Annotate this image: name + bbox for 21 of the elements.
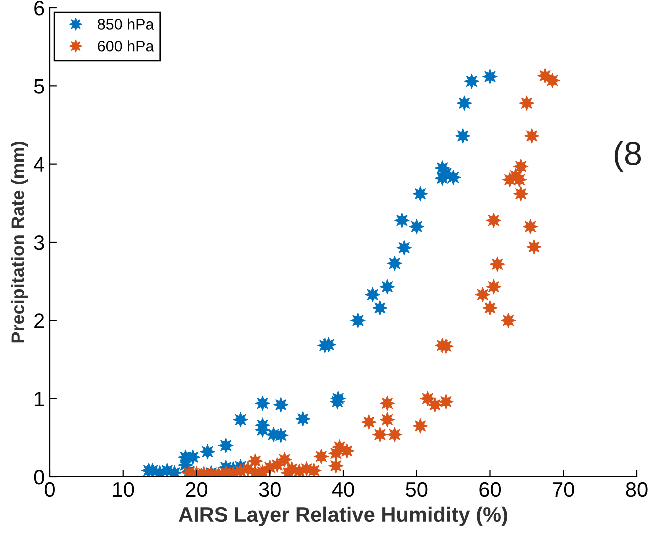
y-axis-title: Precipitation Rate (mm): [11, 142, 28, 343]
x-tick-label: 0: [45, 482, 55, 498]
x-tick-label: 60: [480, 482, 502, 498]
x-tick-label: 30: [259, 482, 281, 498]
y-tick-label: 0: [34, 470, 44, 485]
x-axis-title: AIRS Layer Relative Humidity (%): [179, 506, 508, 526]
x-tick-label: 70: [553, 482, 574, 498]
y-tick-label: 3: [34, 236, 44, 250]
legend-label: 850 hPa: [98, 18, 154, 30]
legend-label: 600 hPa: [98, 40, 154, 52]
annotation: (8: [614, 141, 642, 172]
y-tick-label: 4: [34, 158, 45, 172]
x-tick-label: 10: [113, 482, 134, 498]
x-tick-label: 20: [186, 482, 208, 498]
y-tick-label: 6: [34, 1, 44, 16]
x-tick-label: 40: [332, 482, 354, 498]
y-tick-label: 5: [34, 79, 44, 94]
y-tick-label: 1: [35, 392, 44, 406]
y-tick-label: 2: [34, 314, 44, 328]
x-tick-label: 80: [626, 482, 648, 498]
x-tick-label: 50: [406, 482, 428, 498]
